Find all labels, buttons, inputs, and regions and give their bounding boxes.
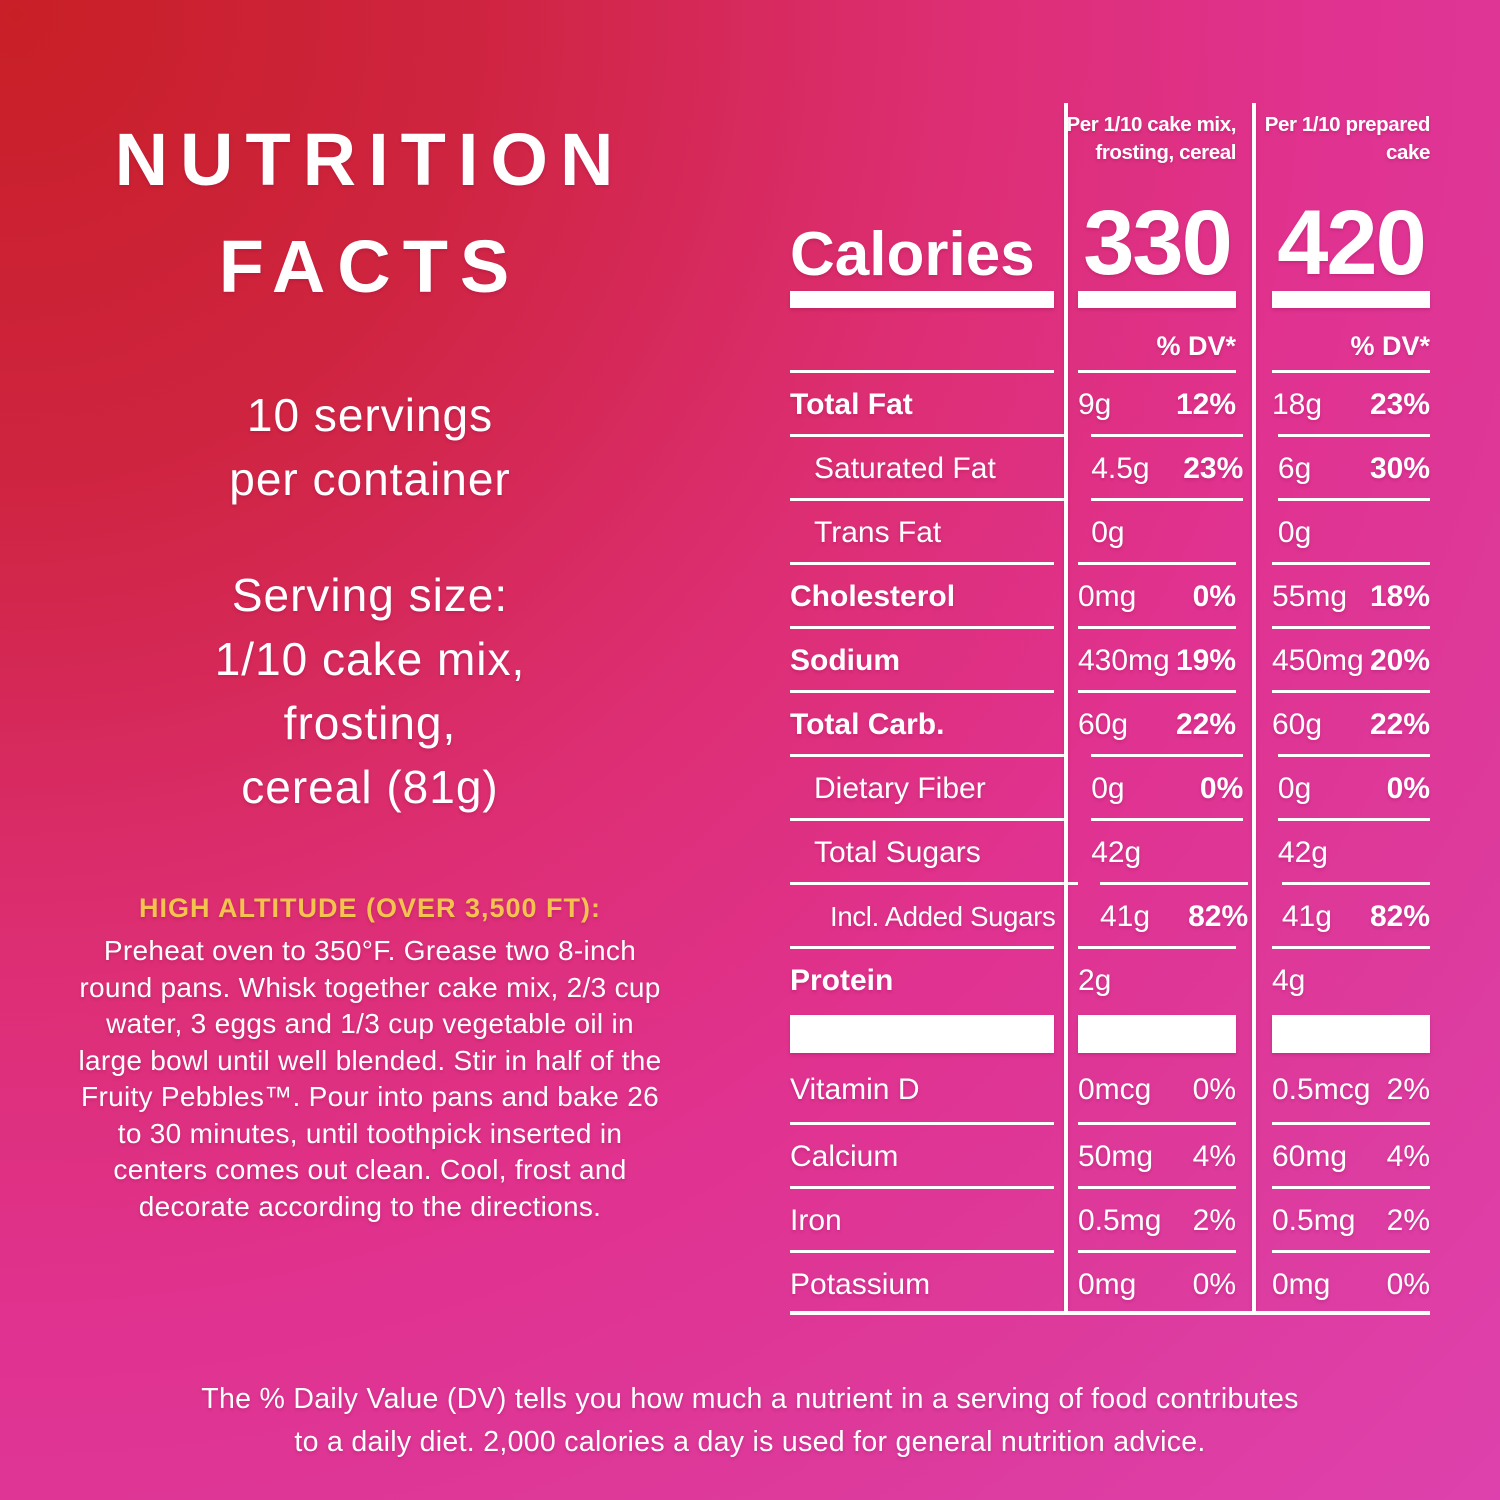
servings-line-2: per container bbox=[229, 453, 511, 505]
table-row-calcium: Calcium 50mg 4% 60mg 4% bbox=[790, 1122, 1430, 1186]
calories-row: Calories 330 420 bbox=[790, 183, 1430, 294]
table-row-potassium: Potassium 0mg 0% 0mg 0% bbox=[790, 1250, 1430, 1314]
title-line-1: NUTRITION bbox=[114, 118, 626, 201]
table-row-total-carb: Total Carb. 60g 22% 60g 22% bbox=[790, 690, 1430, 754]
table-row-sodium: Sodium 430mg 19% 450mg 20% bbox=[790, 626, 1430, 690]
servings-per-container: 10 servings per container bbox=[60, 383, 680, 511]
table-row-saturated-fat: Saturated Fat 4.5g 23% 6g 30% bbox=[790, 434, 1430, 498]
serving-size: Serving size: 1/10 cake mix, frosting, c… bbox=[60, 563, 680, 819]
header-spacer bbox=[790, 103, 1054, 183]
high-altitude-body: Preheat oven to 350°F. Grease two 8-inch… bbox=[78, 935, 662, 1222]
table-row-added-sugars: Incl. Added Sugars 41g 82% 41g 82% bbox=[790, 882, 1430, 946]
column-headers: Per 1/10 cake mix, frosting, cereal Per … bbox=[790, 103, 1431, 183]
footnote-line-2: to a daily diet. 2,000 calories a day is… bbox=[294, 1426, 1206, 1458]
high-altitude-heading: HIGH ALTITUDE (OVER 3,500 FT): bbox=[138, 893, 602, 923]
table-bottom-rule bbox=[790, 1311, 1430, 1315]
dv-header-col2: % DV* bbox=[1350, 331, 1430, 361]
high-altitude-instructions: HIGH ALTITUDE (OVER 3,500 FT): Preheat o… bbox=[72, 893, 668, 1225]
column2-header: Per 1/10 prepared cake bbox=[1264, 113, 1431, 164]
calories-value-col1: 330 bbox=[1083, 191, 1233, 294]
table-row-protein: Protein 2g 4g bbox=[790, 946, 1430, 1010]
servings-line-1: 10 servings bbox=[246, 389, 494, 441]
table-row-cholesterol: Cholesterol 0mg 0% 55mg 18% bbox=[790, 562, 1430, 626]
serving-size-line: frosting, bbox=[283, 697, 457, 749]
serving-size-line: Serving size: bbox=[231, 569, 509, 621]
column1-header: Per 1/10 cake mix, frosting, cereal bbox=[1066, 113, 1237, 164]
table-row-vitamin-d: Vitamin D 0mcg 0% 0.5mcg 2% bbox=[790, 1073, 1430, 1106]
dv-header-col1: % DV* bbox=[1156, 331, 1236, 361]
nutrition-facts-table: Per 1/10 cake mix, frosting, cereal Per … bbox=[790, 103, 1430, 1315]
table-row-trans-fat: Trans Fat 0g 0g bbox=[790, 498, 1430, 562]
table-row-total-sugars: Total Sugars 42g 42g bbox=[790, 818, 1430, 882]
table-row-total-fat: Total Fat 9g 12% 18g 23% bbox=[790, 370, 1430, 434]
daily-value-footnote: The % Daily Value (DV) tells you how muc… bbox=[110, 1378, 1390, 1464]
calories-underline bbox=[790, 291, 1430, 308]
table-row-dietary-fiber: Dietary Fiber 0g 0% 0g 0% bbox=[790, 754, 1430, 818]
daily-value-header-row: % DV* % DV* bbox=[790, 308, 1430, 370]
section-separator-bar bbox=[790, 1010, 1430, 1058]
table-row-iron: Iron 0.5mg 2% 0.5mg 2% bbox=[790, 1186, 1430, 1250]
calories-label: Calories bbox=[790, 219, 1035, 289]
serving-size-line: 1/10 cake mix, bbox=[214, 633, 526, 685]
calories-value-col2: 420 bbox=[1277, 191, 1427, 294]
footnote-line-1: The % Daily Value (DV) tells you how muc… bbox=[201, 1383, 1299, 1415]
title-line-2: FACTS bbox=[218, 225, 522, 308]
page-title: NUTRITION FACTS bbox=[60, 106, 680, 320]
column-divider bbox=[1252, 103, 1256, 1312]
column-divider bbox=[1064, 103, 1068, 1312]
serving-size-line: cereal (81g) bbox=[241, 761, 499, 813]
